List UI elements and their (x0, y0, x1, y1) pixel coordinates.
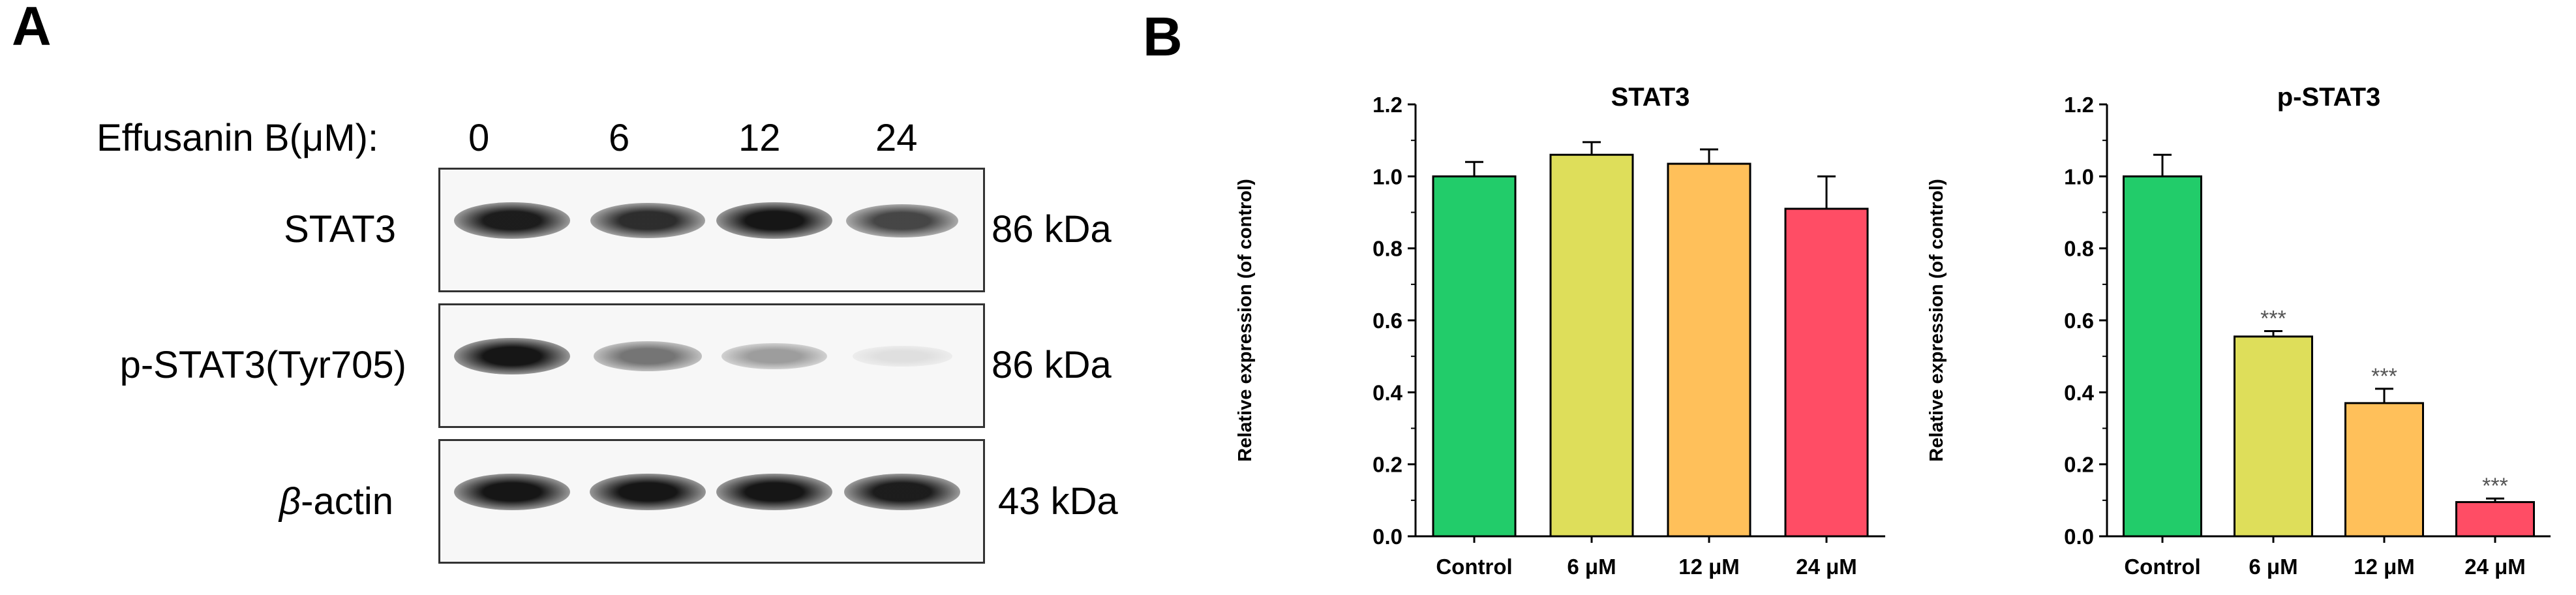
chart-pstat3: p-STAT3 Relative expression (of control) 0… (1926, 83, 2551, 579)
bar (2234, 335, 2313, 538)
bar (1784, 207, 1869, 538)
y-tick-label: 0.6 (2064, 309, 2094, 333)
y-tick-label: 0.0 (2064, 525, 2094, 549)
x-tick-label: 12 μM (1678, 555, 1740, 579)
y-tick-label: 1.0 (2064, 164, 2094, 189)
y-axis-label: Relative expression (of control) (1926, 179, 1947, 462)
x-tick-label: 24 μM (1796, 555, 1857, 579)
y-tick-label: 1.0 (1372, 164, 1402, 189)
bar (1432, 175, 1517, 538)
chart-title: STAT3 (1611, 83, 1690, 112)
significance-label: *** (2371, 364, 2397, 389)
chart-stat3: STAT3 Relative expression (of control) 0.0… (1235, 83, 1885, 579)
blot-kda: 86 kDa (992, 344, 1112, 386)
y-tick-label: 0.6 (1372, 309, 1402, 333)
blot-strip-actin (438, 439, 985, 564)
y-tick-label: 0.2 (1372, 453, 1402, 477)
bar (2123, 175, 2202, 538)
dose-label: 0 (468, 117, 490, 159)
x-tick-label: 6 μM (1567, 555, 1616, 579)
blot-band (590, 203, 705, 238)
blot-band (721, 343, 827, 370)
x-tick-label: 12 μM (2354, 555, 2415, 579)
y-tick-label: 0.4 (1372, 380, 1403, 404)
blot-row-label: β-actin (279, 480, 393, 523)
blot-kda: 86 kDa (992, 208, 1112, 251)
blot-kda: 43 kDa (998, 480, 1118, 523)
dose-label: 6 (609, 117, 630, 159)
y-tick-label: 0.2 (2064, 453, 2094, 477)
x-tick-label: 24 μM (2464, 555, 2526, 579)
dose-label: 12 (738, 117, 781, 159)
y-tick-label: 0.0 (1372, 525, 1402, 549)
treatment-label: Effusanin B(μM): (97, 117, 379, 159)
x-tick-label: Control (1436, 555, 1512, 579)
blot-band (589, 473, 706, 511)
bar (2344, 402, 2424, 538)
panel-a-label: A (12, 0, 52, 57)
bar (2455, 501, 2535, 538)
x-tick-label: Control (2124, 555, 2200, 579)
panel-b-label: B (1143, 6, 1183, 67)
y-axis-label: Relative expression (of control) (1235, 179, 1256, 462)
y-tick-label: 0.4 (2064, 380, 2095, 404)
blot-band (453, 337, 571, 375)
actin-label: -actin (301, 480, 393, 523)
significance-label: *** (2482, 474, 2508, 498)
beta-symbol: β (279, 480, 301, 523)
blot-band (593, 341, 703, 371)
significance-label: *** (2260, 307, 2286, 331)
y-tick-label: 0.8 (2064, 237, 2094, 261)
bar (1667, 162, 1751, 538)
blot-strip-stat3 (438, 168, 985, 292)
blot-band (845, 204, 959, 237)
blot-band (852, 345, 952, 367)
blot-band (716, 473, 833, 511)
y-tick-label: 1.2 (2064, 93, 2094, 117)
x-tick-label: 6 μM (2249, 555, 2297, 579)
blot-row-label: p-STAT3(Tyr705) (119, 344, 406, 386)
chart-title: p-STAT3 (2277, 83, 2381, 112)
blot-band (844, 474, 960, 510)
blot-row-label: STAT3 (284, 208, 396, 251)
bar (1549, 153, 1634, 538)
y-tick-label: 1.2 (1372, 93, 1402, 117)
blot-band (716, 202, 833, 239)
blot-band (453, 473, 571, 511)
y-tick-label: 0.8 (1372, 237, 1402, 261)
blot-strip-pstat3 (438, 303, 985, 428)
dose-label: 24 (875, 117, 918, 159)
blot-band (454, 202, 570, 239)
